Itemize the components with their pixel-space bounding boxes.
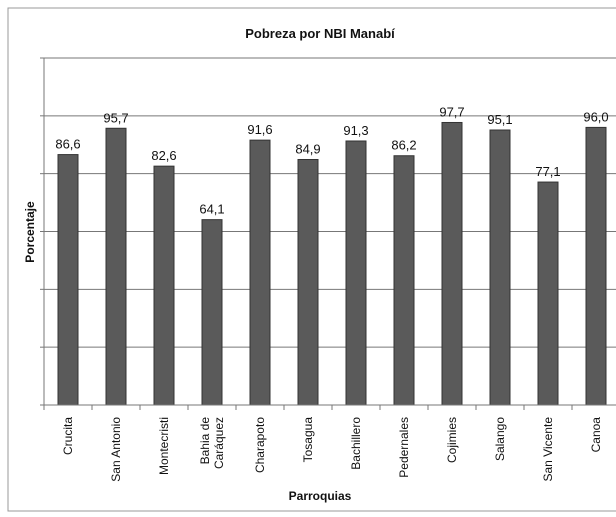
bar xyxy=(537,181,559,406)
value-label: 84,9 xyxy=(295,141,320,156)
bar xyxy=(201,219,223,406)
x-tick-label: Cojimies xyxy=(445,417,459,463)
value-label: 97,7 xyxy=(439,104,464,119)
bar xyxy=(441,121,463,406)
chart-title: Pobreza por NBI Manabí xyxy=(245,26,395,41)
x-tick-label: Canoa xyxy=(589,417,603,453)
x-tick-label: Bachillero xyxy=(349,417,363,470)
y-axis-label: Porcentaje xyxy=(23,201,37,263)
value-label: 91,6 xyxy=(247,122,272,137)
x-tick-label: Pedernales xyxy=(397,417,411,478)
bar xyxy=(153,165,175,406)
x-tick-label: Crucita xyxy=(61,417,75,455)
value-label: 91,3 xyxy=(343,123,368,138)
value-label: 95,7 xyxy=(103,110,128,125)
x-tick-label: Tosagua xyxy=(301,417,315,463)
value-label: 86,6 xyxy=(55,137,80,152)
value-label: 95,1 xyxy=(487,112,512,127)
bar xyxy=(345,140,367,406)
x-tick-label: Charapoto xyxy=(253,417,267,473)
bar xyxy=(585,126,607,406)
bar xyxy=(393,155,415,406)
x-tick-label: San Vicente xyxy=(541,417,555,482)
x-tick-label: Montecristi xyxy=(157,417,171,475)
bar xyxy=(297,158,319,406)
x-tick-label: Salango xyxy=(493,417,507,461)
value-label: 82,6 xyxy=(151,148,176,163)
value-label: 86,2 xyxy=(391,138,416,153)
bar xyxy=(489,129,511,406)
value-label: 64,1 xyxy=(199,202,224,217)
x-tick-label: Bahia deCaráquez xyxy=(198,417,226,469)
bar xyxy=(57,154,79,406)
value-label: 96,0 xyxy=(583,109,608,124)
x-tick-label: San Antonio xyxy=(109,417,123,482)
bar xyxy=(249,139,271,406)
bar xyxy=(105,127,127,406)
value-label: 77,1 xyxy=(535,164,560,179)
x-axis-label: Parroquias xyxy=(289,489,352,503)
